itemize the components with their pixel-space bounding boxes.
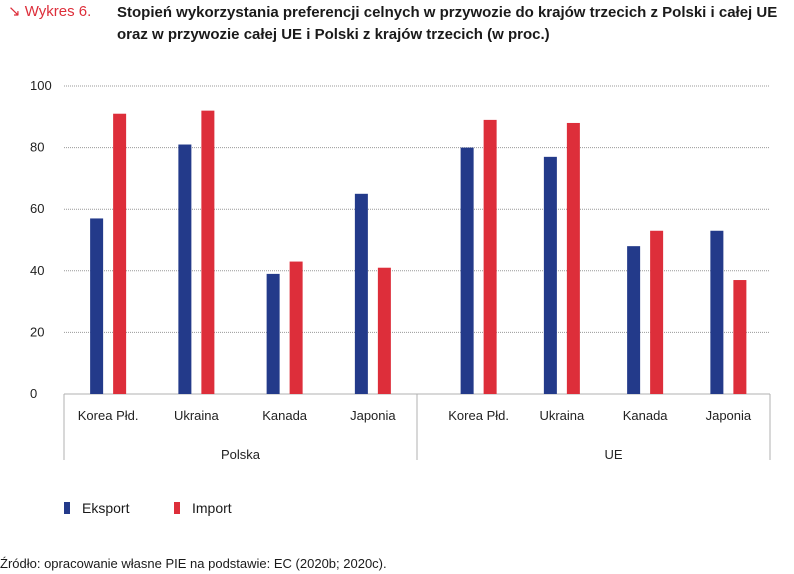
bar-import: [483, 119, 497, 394]
bar-import: [733, 280, 747, 394]
x-tick-label: Korea Płd.: [78, 408, 139, 423]
legend-swatch-import: [174, 502, 180, 514]
bar-eksport: [266, 273, 280, 394]
bar-import: [201, 110, 215, 394]
bar-eksport: [178, 144, 192, 394]
y-tick-label: 100: [30, 78, 52, 93]
bar-eksport: [710, 230, 724, 394]
bar-eksport: [354, 193, 368, 394]
y-tick-label: 40: [30, 263, 44, 278]
x-tick-label: Japonia: [350, 408, 396, 423]
legend-swatch-eksport: [64, 502, 70, 514]
group-label: Polska: [221, 447, 261, 462]
x-tick-label: Japonia: [706, 408, 752, 423]
source-note: Źródło: opracowanie własne PIE na podsta…: [0, 556, 387, 571]
bar-import: [289, 261, 303, 394]
x-tick-label: Ukraina: [174, 408, 220, 423]
legend-label-eksport: Eksport: [82, 500, 130, 516]
bar-import: [113, 113, 127, 394]
x-tick-label: Kanada: [262, 408, 308, 423]
y-tick-label: 0: [30, 386, 37, 401]
bar-import: [566, 122, 580, 395]
x-tick-label: Korea Płd.: [448, 408, 509, 423]
bar-eksport: [627, 246, 641, 394]
bar-chart: 0 20 40 60 80 100 Korea Płd. Ukraina Kanada Japon…: [30, 78, 771, 462]
x-tick-label: Kanada: [623, 408, 669, 423]
y-tick-label: 80: [30, 140, 44, 155]
bar-eksport: [460, 147, 474, 394]
bar-eksport: [543, 156, 557, 394]
y-tick-label: 60: [30, 201, 44, 216]
x-tick-label: Ukraina: [539, 408, 585, 423]
legend-label-import: Import: [192, 500, 232, 516]
bar-import: [650, 230, 664, 394]
bar-eksport: [90, 218, 104, 394]
bar-import: [377, 267, 391, 394]
figure-label: ↘ Wykres 6.: [8, 3, 92, 20]
y-tick-label: 20: [30, 324, 44, 339]
group-label: UE: [604, 447, 622, 462]
figure-title: Stopień wykorzystania preferencji celnyc…: [117, 4, 778, 43]
